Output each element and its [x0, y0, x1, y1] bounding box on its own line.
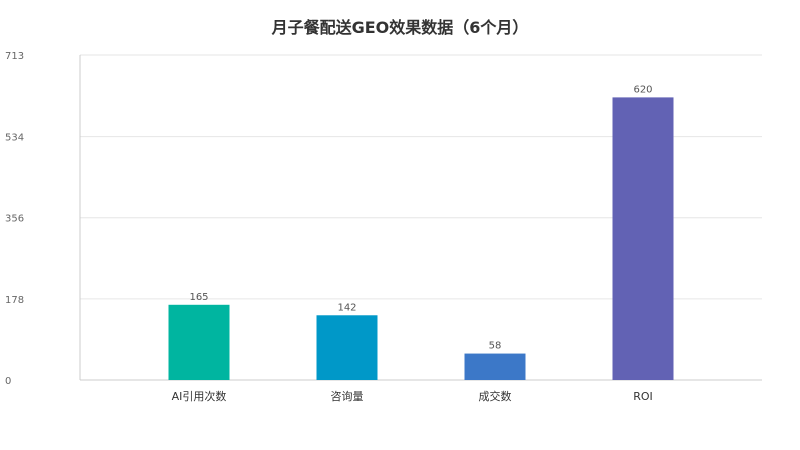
- y-tick-label: 356: [5, 214, 24, 225]
- y-tick-label: 178: [5, 295, 24, 306]
- y-tick-label: 713: [5, 51, 24, 62]
- data-label: 58: [489, 341, 502, 352]
- data-label: 620: [633, 84, 652, 95]
- bar: [316, 315, 378, 380]
- x-tick-labels: AI引用次数 咨询量 成交数 ROI: [172, 389, 653, 403]
- x-tick-label: 咨询量: [331, 389, 364, 403]
- bar: [464, 353, 526, 380]
- chart-title: 月子餐配送GEO效果数据（6个月）: [271, 18, 529, 37]
- bar: [168, 304, 230, 380]
- x-tick-label: 成交数: [479, 389, 512, 403]
- bars: [168, 97, 674, 381]
- y-tick-label: 0: [5, 376, 11, 387]
- data-label: 142: [337, 302, 356, 313]
- y-tick-labels: 0 178 356 534 713: [5, 51, 24, 387]
- y-tick-label: 534: [5, 133, 24, 144]
- data-labels: 165 142 58 620: [189, 84, 652, 351]
- x-tick-label: AI引用次数: [172, 389, 227, 403]
- data-label: 165: [189, 292, 208, 303]
- bar: [612, 97, 674, 381]
- x-tick-label: ROI: [633, 390, 653, 403]
